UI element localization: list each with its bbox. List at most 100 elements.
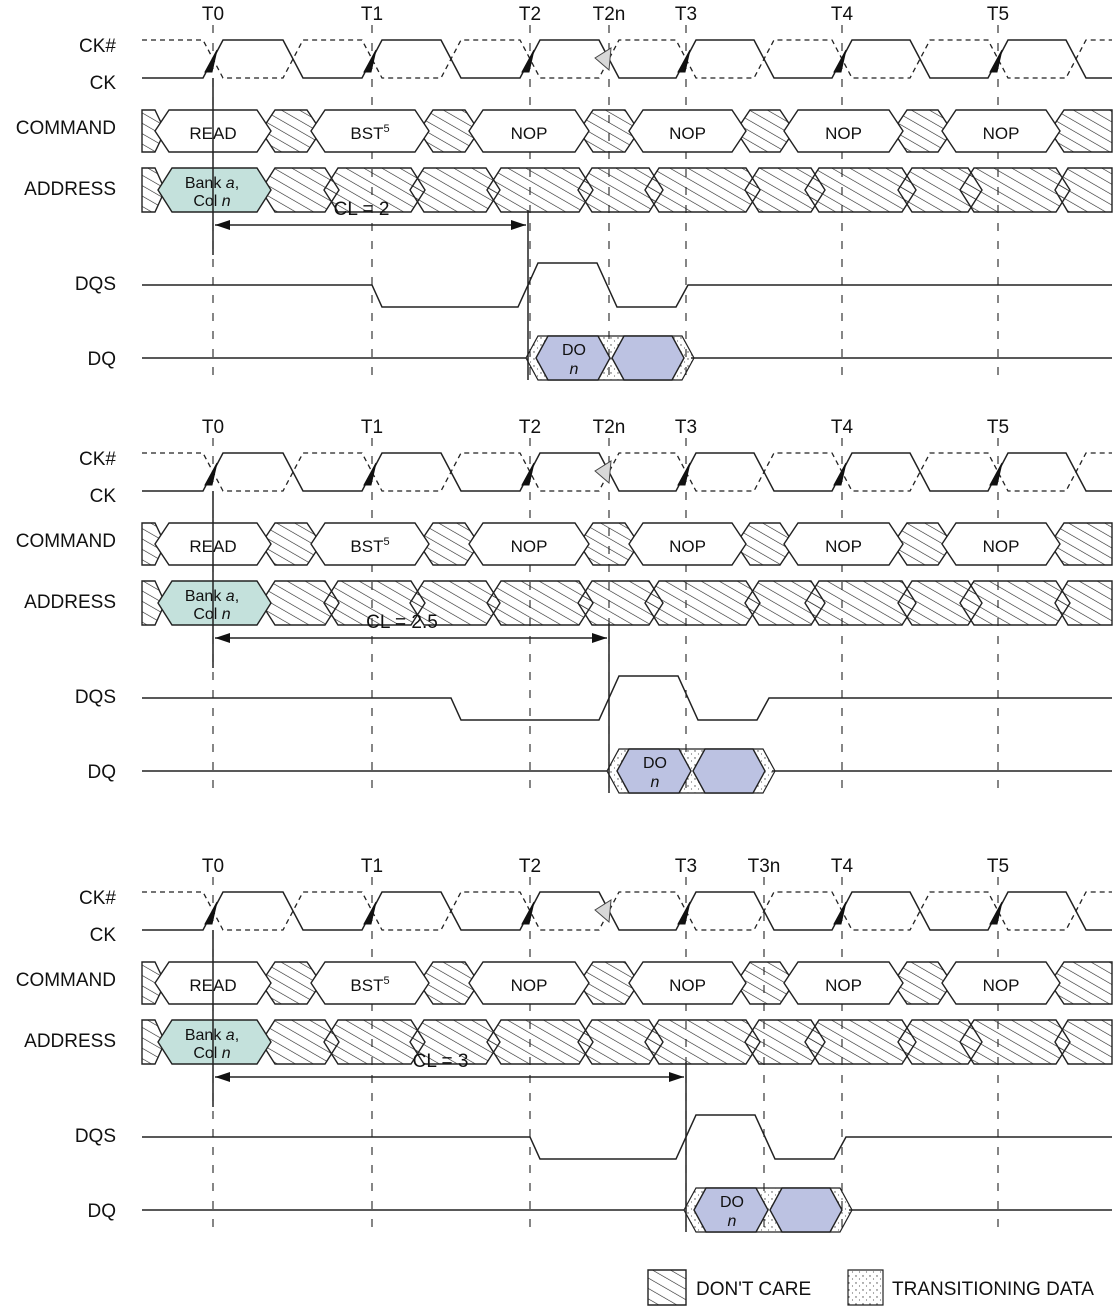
command-label-nop: NOP xyxy=(825,976,862,995)
command-nop xyxy=(468,109,590,153)
clock-tick-label: T1 xyxy=(361,856,383,877)
clock-tick-label: T0 xyxy=(202,417,224,438)
command-label-nop: NOP xyxy=(511,124,548,143)
signal-label-dqs: DQS xyxy=(75,274,116,295)
clock-tick-label: T4 xyxy=(831,417,854,438)
signal-label-ck: CK xyxy=(90,486,117,507)
command-row: READ BST5 NOP NOP NOP NOP xyxy=(141,961,1113,1005)
cl-label: CL = 3 xyxy=(413,1051,469,1072)
data-out-index: n xyxy=(728,1213,737,1230)
clock-tick-label: T3 xyxy=(675,417,697,438)
dont-care-segment xyxy=(141,580,166,626)
edge-arrow-half xyxy=(594,47,612,72)
address-line-1: Bank a, xyxy=(185,175,239,192)
command-label-nop: NOP xyxy=(983,537,1020,556)
edge-arrow xyxy=(677,49,691,73)
signal-label-address: ADDRESS xyxy=(24,1031,116,1052)
edge-arrow xyxy=(363,462,377,486)
command-label-nop: NOP xyxy=(511,976,548,995)
ck-waveform xyxy=(142,452,1112,492)
signal-label-ck: CK xyxy=(90,925,117,946)
edge-arrow xyxy=(833,49,847,73)
signal-label-ck: CK xyxy=(90,73,117,94)
data-out-label: DO xyxy=(720,1194,744,1211)
cas-latency-marker: CL = 3 xyxy=(212,930,687,1232)
signal-label-dq: DQ xyxy=(88,762,117,783)
dont-care-segment xyxy=(959,1019,1071,1065)
command-label-nop: NOP xyxy=(669,976,706,995)
address-bank-col xyxy=(157,1019,272,1065)
dont-care-segment xyxy=(141,167,166,213)
signal-label-dq: DQ xyxy=(88,1201,117,1222)
cl-arrow-head-right xyxy=(592,633,607,643)
edge-arrow xyxy=(989,49,1003,73)
clock-tick-label: T4 xyxy=(831,4,854,25)
address-line-2: Col n xyxy=(193,193,230,210)
ck-waveform xyxy=(142,891,1112,931)
edge-arrow xyxy=(521,462,535,486)
data-out-n-plus-1 xyxy=(692,748,766,794)
cas-latency-marker: CL = 2 xyxy=(212,78,529,380)
clock-tick-label: T4 xyxy=(831,856,854,877)
command-label-nop: NOP xyxy=(511,537,548,556)
dont-care-segment xyxy=(141,961,166,1005)
command-bst xyxy=(310,961,430,1005)
command-label-nop: NOP xyxy=(825,124,862,143)
command-nop xyxy=(783,522,904,566)
data-out-index: n xyxy=(651,774,660,791)
signal-label-command: COMMAND xyxy=(16,118,116,139)
timing-panel-3: T0 T1 T2 T3 T3n T4 T5CK#CKCOMMANDADDRESSDQSDQR… xyxy=(16,856,1113,1237)
clock-tick-label: T3 xyxy=(675,856,697,877)
edge-arrow xyxy=(521,49,535,73)
clock-tick-label: T0 xyxy=(202,856,224,877)
dqs-waveform xyxy=(142,262,1112,308)
command-nop xyxy=(628,109,747,153)
timing-panel-2: T0 T1 T2 T2n T3 T4 T5CK#CKCOMMANDADDRESSDQSDQR… xyxy=(16,417,1113,798)
command-nop xyxy=(468,961,590,1005)
edge-arrow xyxy=(833,462,847,486)
signal-label-command: COMMAND xyxy=(16,970,116,991)
signal-label-address: ADDRESS xyxy=(24,592,116,613)
cas-latency-marker: CL = 2.5 xyxy=(212,491,610,793)
dont-care-segment xyxy=(1049,522,1113,566)
clock-tick-label: T2n xyxy=(593,417,626,438)
legend-transitioning-label: TRANSITIONING DATA xyxy=(892,1279,1094,1300)
clock-tick-label: T2 xyxy=(519,856,541,877)
data-out-n-plus-1 xyxy=(611,335,685,381)
command-nop xyxy=(628,522,747,566)
clock-tick-label: T5 xyxy=(987,856,1009,877)
edge-arrow xyxy=(363,901,377,925)
command-label-nop: NOP xyxy=(983,124,1020,143)
command-nop xyxy=(783,961,904,1005)
command-nop xyxy=(628,961,747,1005)
signal-label-dqs: DQS xyxy=(75,1126,116,1147)
command-row: READ BST5 NOP NOP NOP NOP xyxy=(141,109,1113,153)
dont-care-segment xyxy=(959,167,1071,213)
cl-arrow-head-right xyxy=(669,1072,684,1082)
clock-edge-arrows xyxy=(204,460,1003,486)
edge-arrow xyxy=(204,901,218,925)
edge-arrow xyxy=(204,462,218,486)
cl-arrow-head-left xyxy=(215,633,230,643)
dq-row: DO n xyxy=(142,1187,1112,1233)
dont-care-segment xyxy=(1049,961,1113,1005)
data-out-n-plus-1 xyxy=(769,1187,843,1233)
clock-tick-label: T3n xyxy=(748,856,781,877)
edge-arrow xyxy=(521,901,535,925)
dq-row: DO n xyxy=(142,335,1112,381)
data-out-n xyxy=(616,748,692,794)
dont-care-segment xyxy=(1049,109,1113,153)
address-row: Bank a,Col n xyxy=(141,1019,1113,1065)
dq-row: DO n xyxy=(142,748,1112,794)
edge-arrow xyxy=(989,462,1003,486)
command-row: READ BST5 NOP NOP NOP NOP xyxy=(141,522,1113,566)
dqs-waveform xyxy=(142,1114,1112,1160)
clock-edge-arrows xyxy=(204,899,1003,925)
dont-care-segment xyxy=(644,1019,761,1065)
dont-care-segment xyxy=(486,1019,594,1065)
clock-tick-label: T5 xyxy=(987,4,1009,25)
cl-label: CL = 2 xyxy=(334,199,390,220)
clock-tick-labels: T0 T1 T2 T2n T3 T4 T5 xyxy=(202,417,1009,438)
dont-care-segment xyxy=(141,1019,166,1065)
